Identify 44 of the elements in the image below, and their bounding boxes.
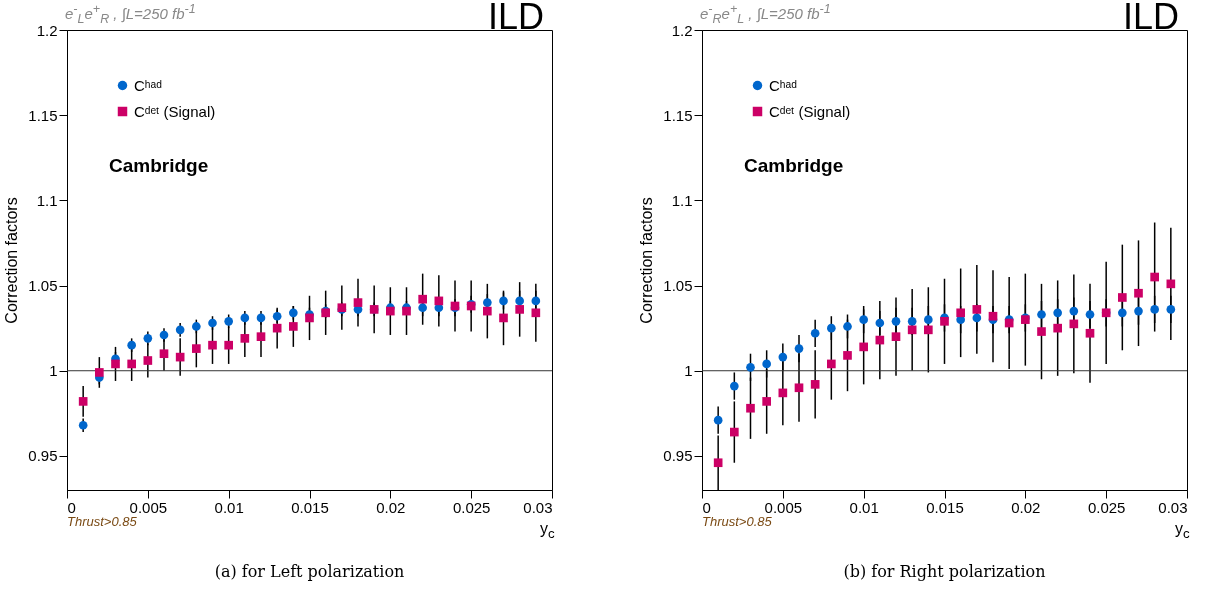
y-tick-label: 1 — [49, 362, 58, 380]
annotation: Cambridge — [109, 155, 209, 177]
x-tick-label: 0.005 — [764, 498, 803, 516]
y-tick-label: 1.05 — [28, 277, 58, 295]
text: Thrust>0.85 — [67, 514, 137, 529]
x-tick-label: 0.02 — [376, 498, 406, 516]
x-tick-label: 0.025 — [452, 498, 491, 516]
x-tick-label: 0.025 — [1087, 498, 1126, 516]
x-tick-label: 0.01 — [214, 498, 244, 516]
y-tick-label: 0.95 — [28, 447, 58, 465]
text: (b) for Right polarization — [842, 562, 1047, 581]
x-tick-label: 0.01 — [849, 498, 879, 516]
text: Thrust>0.85 — [702, 514, 772, 529]
text: e$^{-}$$_{R}$e$^{+}$$_{L}$ , ∫L=250 fb$^{-1}$ — [700, 2, 831, 26]
y-tick-label: 1.05 — [663, 277, 693, 295]
legend-label: Cᵈᵉᵗ (Signal) — [769, 102, 851, 120]
y-tick-label: 1.15 — [28, 106, 58, 124]
x-tick-label: 0.015 — [926, 498, 964, 516]
annotation: Cambridge — [744, 155, 844, 177]
text: (a) for Left polarization — [213, 562, 406, 581]
annotation: ILD — [488, 0, 545, 38]
y-tick-label: 1.15 — [663, 106, 693, 124]
y-tick-label: 1.1 — [36, 191, 58, 209]
y-tick-label: 1 — [684, 362, 693, 380]
legend-label: Cᵈᵉᵗ (Signal) — [134, 102, 216, 120]
x-tick-label: 0.03 — [523, 498, 553, 516]
y-tick-label: 0.95 — [663, 447, 693, 465]
annotation: ILD — [1123, 0, 1180, 38]
y-axis-title: Correction factors — [3, 197, 21, 324]
x-axis-title: y$_{c}$ — [1175, 520, 1190, 542]
y-tick-label: 1.2 — [671, 21, 693, 39]
x-axis-title: y$_{c}$ — [540, 520, 555, 542]
legend-label: Cʰᵃᵈ — [769, 76, 798, 94]
y-tick-label: 1.1 — [671, 191, 693, 209]
x-tick-label: 0 — [67, 498, 76, 516]
x-tick-label: 0.02 — [1011, 498, 1041, 516]
x-tick-label: 0.005 — [129, 498, 168, 516]
x-tick-label: 0 — [702, 498, 711, 516]
x-tick-label: 0.03 — [1158, 498, 1188, 516]
x-tick-label: 0.015 — [291, 498, 329, 516]
text: e$^{-}$$_{L}$e$^{+}$$_{R}$ , ∫L=250 fb$^{-1}$ — [65, 2, 196, 26]
legend-label: Cʰᵃᵈ — [134, 76, 163, 94]
y-axis-title: Correction factors — [638, 197, 656, 324]
y-tick-label: 1.2 — [36, 21, 58, 39]
